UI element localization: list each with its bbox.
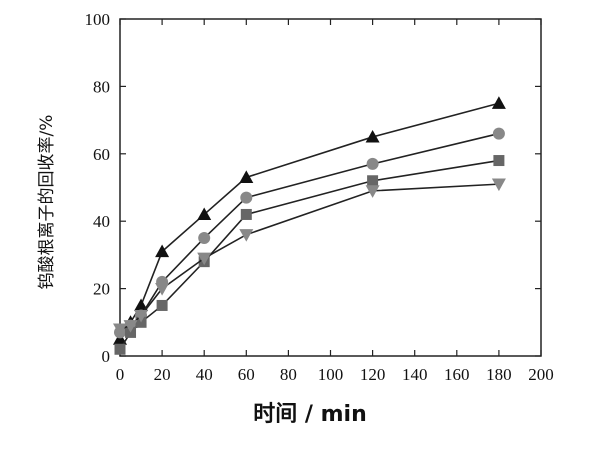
series-square	[114, 155, 505, 355]
axes: 0 20 40 60 80 100 120 140 160 180 200 0 20 40 60 80 100	[85, 10, 554, 384]
data-point-triangle-down	[155, 283, 170, 296]
series-line-triangle-up	[119, 102, 500, 340]
data-point-triangle-up	[365, 129, 380, 143]
data-point-triangle-up	[155, 244, 170, 258]
data-point-square	[156, 299, 168, 311]
y-tick-label: 40	[93, 212, 110, 231]
series-triangle-down	[113, 178, 506, 337]
x-tick-label: 60	[238, 365, 255, 384]
x-tick-label: 20	[154, 365, 171, 384]
data-point-circle	[366, 157, 379, 170]
y-axis-title: 钨酸根离子的回收率/%	[37, 115, 57, 290]
y-tick-label: 60	[93, 145, 110, 164]
data-point-triangle-down	[134, 309, 149, 323]
data-point-triangle-up	[113, 332, 127, 345]
data-point-triangle-down	[197, 252, 212, 266]
data-point-triangle-down	[123, 320, 138, 333]
data-point-circle	[492, 127, 505, 140]
data-point-square	[114, 343, 126, 355]
data-point-square	[493, 155, 505, 167]
data-point-triangle-up	[491, 96, 506, 109]
x-tick-label: 200	[528, 365, 554, 384]
y-tick-label: 0	[102, 347, 111, 366]
data-point-circle	[240, 191, 253, 204]
series-layer	[113, 96, 506, 355]
series-triangle-up	[113, 96, 506, 345]
data-point-triangle-up	[134, 298, 149, 312]
data-point-square	[240, 208, 252, 220]
x-tick-label: 0	[116, 365, 125, 384]
x-tick-label: 80	[280, 365, 297, 384]
data-point-triangle-down	[365, 185, 380, 198]
series-line-triangle-down	[119, 183, 499, 330]
series-line-square	[119, 159, 500, 350]
data-point-circle	[198, 232, 211, 245]
series-line-circle	[119, 132, 500, 334]
data-point-triangle-down	[239, 229, 254, 242]
x-tick-label: 140	[402, 365, 428, 384]
data-point-square	[367, 175, 379, 187]
data-point-triangle-down	[491, 178, 506, 192]
data-point-triangle-up	[239, 170, 254, 183]
data-point-triangle-down	[113, 323, 127, 337]
x-tick-label: 120	[360, 365, 386, 384]
x-axis-title: 时间 / min	[253, 402, 366, 427]
x-tick-label: 40	[196, 365, 213, 384]
x-tick-label: 160	[444, 365, 470, 384]
plot-frame	[119, 18, 542, 357]
x-tick-label: 100	[318, 365, 344, 384]
y-tick-label: 20	[93, 280, 110, 299]
data-point-triangle-up	[197, 207, 212, 221]
series-circle	[114, 127, 505, 339]
y-tick-label: 80	[93, 77, 110, 96]
x-tick-label: 180	[486, 365, 512, 384]
y-tick-label: 100	[85, 10, 111, 29]
